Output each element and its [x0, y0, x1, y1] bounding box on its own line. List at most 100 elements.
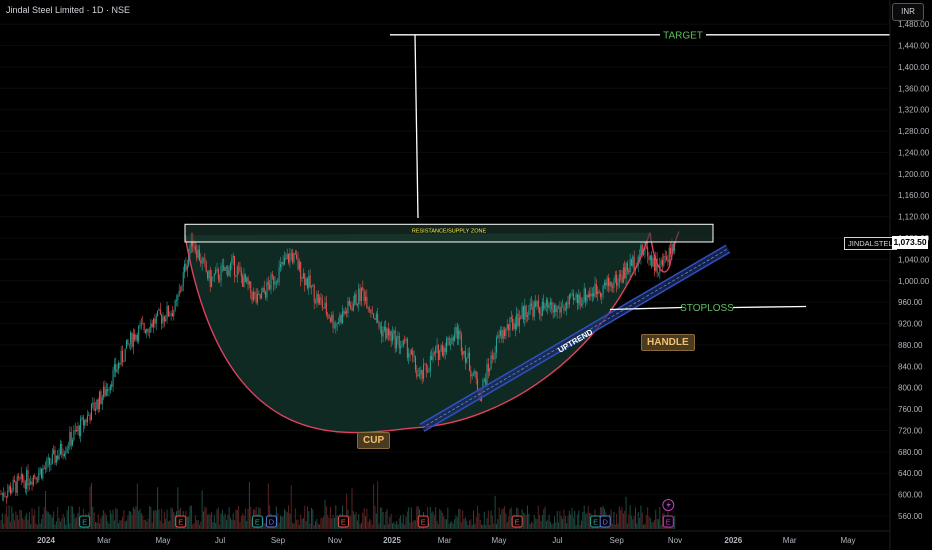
candle-body — [240, 270, 242, 277]
volume-bar — [377, 481, 379, 529]
volume-bar — [122, 517, 123, 529]
candle-body — [421, 370, 423, 379]
candle-body — [255, 293, 257, 303]
candle-body — [416, 369, 418, 377]
candle-body — [502, 329, 504, 339]
candle-body — [19, 477, 21, 479]
volume-bar — [359, 524, 361, 529]
volume-bar — [166, 509, 168, 529]
candle-body — [227, 266, 229, 277]
candle-body — [232, 255, 234, 259]
candle-body — [522, 306, 524, 320]
candle-body — [433, 352, 435, 354]
volume-bar — [613, 511, 615, 529]
volume-bar — [387, 524, 389, 529]
chart-title: Jindal Steel Limited · 1D · NSE — [6, 5, 131, 15]
volume-bar — [223, 515, 225, 529]
candle-body — [429, 356, 431, 372]
candle-body — [188, 253, 190, 266]
candle-body — [355, 294, 357, 306]
price-tick-label: 1,000.00 — [898, 277, 930, 286]
volume-bar — [311, 507, 312, 529]
volume-bar — [161, 508, 163, 529]
volume-bar — [617, 523, 619, 529]
volume-bar — [369, 518, 371, 529]
candle-body — [263, 288, 265, 292]
volume-bar — [111, 514, 113, 529]
volume-bar — [656, 518, 658, 529]
candle-body — [539, 307, 541, 314]
candle-body — [209, 270, 211, 287]
candle-body — [211, 276, 213, 287]
candle-body — [406, 338, 408, 358]
volume-bar — [390, 513, 392, 529]
volume-bar — [77, 512, 79, 529]
volume-bar — [219, 524, 221, 529]
candle-body — [371, 312, 373, 314]
volume-bar — [560, 515, 562, 529]
volume-bar — [69, 523, 71, 529]
candle-body — [441, 345, 443, 356]
candle-body — [107, 389, 109, 391]
volume-bar — [234, 520, 236, 529]
volume-bar — [632, 519, 634, 529]
candle-body — [451, 337, 453, 345]
price-tick-label: 880.00 — [898, 341, 923, 350]
volume-bar — [73, 513, 75, 529]
volume-bar — [412, 521, 414, 529]
candle-body — [425, 364, 427, 371]
candle-body — [651, 255, 653, 267]
volume-bar — [115, 507, 117, 529]
volume-bar — [203, 511, 204, 529]
volume-bar — [285, 510, 287, 529]
volume-bar — [500, 514, 501, 529]
volume-bar — [49, 513, 51, 529]
candle-body — [15, 481, 17, 493]
volume-bar — [378, 523, 380, 529]
candle-body — [506, 324, 508, 329]
volume-bar — [574, 510, 576, 529]
volume-bar — [15, 511, 17, 529]
candle-body — [512, 318, 514, 330]
candle-body — [544, 305, 546, 309]
volume-bar — [320, 517, 322, 529]
candle-body — [278, 267, 280, 283]
candle-body — [508, 324, 510, 331]
volume-bar — [571, 508, 573, 529]
candle-body — [509, 317, 511, 331]
candle-body — [570, 294, 572, 296]
candle-body — [28, 483, 30, 486]
candle-body — [527, 315, 528, 317]
candle-body — [381, 326, 383, 337]
candle-body — [528, 310, 530, 316]
volume-bar — [524, 513, 526, 529]
candle-body — [412, 350, 414, 357]
cup-curve — [184, 232, 651, 434]
volume-bar — [651, 522, 653, 529]
candle-body — [348, 300, 350, 306]
volume-bar — [441, 512, 443, 529]
volume-bar — [351, 488, 353, 529]
candle-body — [207, 271, 209, 279]
volume-bar — [406, 511, 408, 529]
candle-body — [186, 265, 188, 271]
volume-bar — [294, 508, 296, 529]
candle-body — [47, 457, 49, 460]
candle-body — [155, 316, 157, 324]
time-tick-label: Mar — [97, 536, 111, 545]
volume-bar — [483, 511, 485, 529]
volume-bar — [635, 507, 636, 529]
volume-bar — [39, 523, 41, 529]
volume-bar — [404, 524, 406, 529]
candle-body — [333, 327, 335, 329]
volume-bar — [456, 517, 458, 529]
candle-body — [205, 262, 207, 272]
volume-bar — [482, 524, 484, 529]
candle-body — [385, 326, 387, 339]
candle-body — [136, 334, 138, 342]
currency-button[interactable]: INR — [892, 3, 924, 21]
volume-bar — [408, 507, 410, 529]
volume-bar — [332, 514, 334, 529]
volume-bar — [43, 507, 45, 529]
